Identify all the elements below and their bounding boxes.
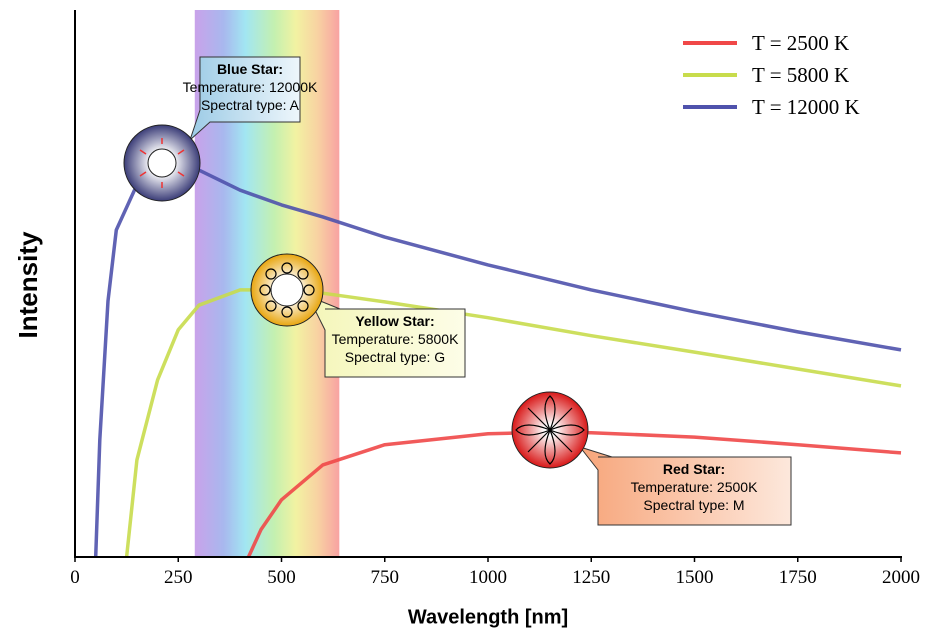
x-tick-label: 1500 [676,567,714,588]
legend-label: T = 12000 K [752,95,860,119]
annotation-text: Temperature: 2500K [631,479,759,495]
x-axis-title: Wavelength [nm] [408,606,568,628]
annotation-title: Blue Star: [217,61,283,77]
annotation-title: Yellow Star: [355,313,434,329]
annotation-title: Red Star: [663,461,725,477]
annotation-text: Spectral type: A [201,97,300,113]
x-tick-label: 1250 [572,567,610,588]
x-tick-label: 2000 [882,567,920,588]
x-tick-label: 250 [164,567,193,588]
annotation-text: Temperature: 5800K [332,331,460,347]
annotation-text: Spectral type: M [643,497,744,513]
annotation-text: Spectral type: G [345,349,445,365]
legend-label: T = 5800 K [752,63,849,87]
annotation-text: Temperature: 12000K [183,79,318,95]
x-tick-label: 500 [267,567,296,588]
x-tick-label: 1000 [469,567,507,588]
x-tick-label: 750 [371,567,400,588]
x-tick-label: 0 [70,567,80,588]
callout-red: Red Star: Temperature: 2500K Spectral ty… [512,392,791,525]
chart: Blue Star: Temperature: 12000K Spectral … [0,0,932,629]
x-tick-label: 1750 [779,567,817,588]
legend-label: T = 2500 K [752,31,849,55]
y-axis-title: Intensity [13,231,43,338]
